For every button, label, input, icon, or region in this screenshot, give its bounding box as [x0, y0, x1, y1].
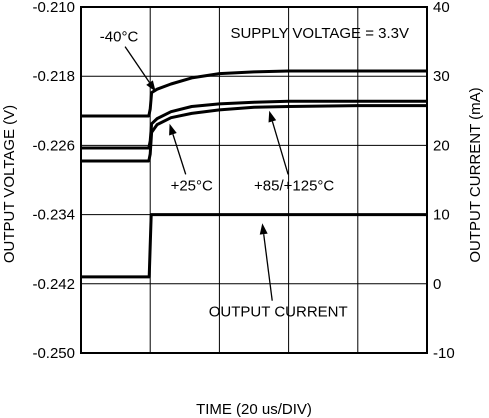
- annotation-arrow-head: [268, 110, 277, 123]
- annotation-label: OUTPUT CURRENT: [209, 304, 348, 321]
- right-tick-label: 0: [433, 276, 441, 293]
- grid: [81, 7, 427, 353]
- right-tick-label: 30: [433, 68, 450, 85]
- right-tick-label: 40: [433, 0, 450, 16]
- annotations: SUPPLY VOLTAGE = 3.3V -40°C +25°C +85/+125°…: [100, 25, 409, 321]
- annotation-label: +85/+125°C: [254, 177, 334, 194]
- left-tick-label: -0.250: [32, 345, 75, 362]
- right-tick-label: 10: [433, 207, 450, 224]
- annotation-arrow-line: [172, 134, 187, 175]
- left-axis-ticks: -0.210 -0.218 -0.226 -0.234 -0.242 -0.250: [32, 0, 75, 362]
- right-tick-label: 20: [433, 137, 450, 154]
- right-y-axis-title: OUTPUT CURRENT (mA): [467, 87, 484, 262]
- left-tick-label: -0.242: [32, 276, 75, 293]
- annotation-arrow-head: [146, 80, 156, 92]
- annotation-arrow-line: [124, 46, 151, 84]
- annotation-label: +25°C: [171, 177, 213, 194]
- right-axis-ticks: 40 30 20 10 0 -10: [433, 0, 455, 362]
- left-y-axis-title: OUTPUT VOLTAGE (V): [1, 105, 18, 263]
- annotation-arrow-head: [259, 223, 268, 235]
- left-tick-label: -0.218: [32, 68, 75, 85]
- annotation-label: -40°C: [100, 29, 139, 46]
- trace-1: [81, 69, 427, 118]
- plot-frame: [80, 6, 428, 354]
- traces: [81, 69, 427, 279]
- annotation-arrow-line: [263, 234, 273, 301]
- right-tick-label: -10: [433, 345, 455, 362]
- left-tick-label: -0.210: [32, 0, 75, 16]
- x-axis-title: TIME (20 us/DIV): [196, 401, 312, 418]
- left-tick-label: -0.234: [32, 207, 75, 224]
- trace-4: [81, 213, 427, 279]
- annotation-label: SUPPLY VOLTAGE = 3.3V: [230, 25, 409, 42]
- annotation-arrow-line: [271, 121, 289, 175]
- left-tick-label: -0.226: [32, 137, 75, 154]
- annotation-arrow-head: [169, 123, 177, 136]
- trace-3: [81, 104, 427, 163]
